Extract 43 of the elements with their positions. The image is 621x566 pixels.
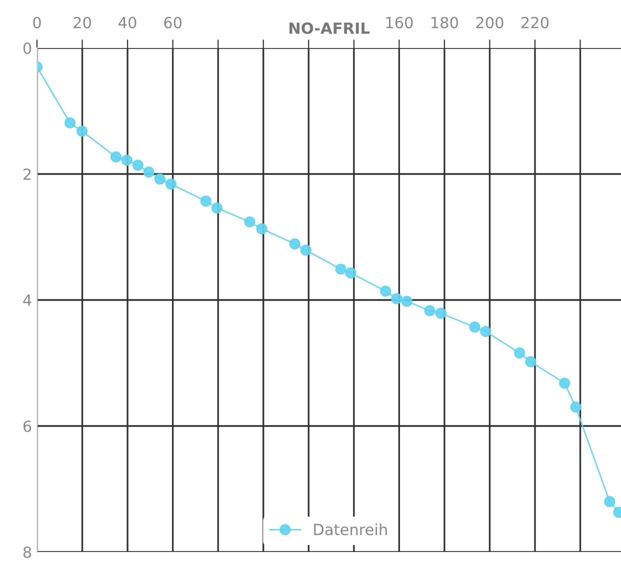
x-tick-label: 160	[386, 16, 413, 28]
point	[76, 126, 88, 137]
y-tick-label: 8	[23, 546, 32, 558]
x-tick-label: 60	[164, 16, 182, 28]
y-tick-label: 2	[24, 168, 31, 180]
point	[514, 347, 526, 358]
point	[132, 160, 144, 171]
x-tick-label: 20	[74, 16, 91, 28]
x-tick-label: 40	[118, 16, 136, 28]
y-tick-label: 4	[23, 294, 32, 306]
y-tick-label: 6	[23, 420, 32, 432]
point	[469, 322, 480, 333]
point	[525, 356, 536, 368]
point	[380, 286, 392, 297]
point	[559, 378, 570, 389]
x-tick-label: 180	[432, 16, 458, 28]
point	[391, 293, 402, 304]
point	[345, 267, 356, 278]
point	[154, 173, 166, 185]
y-tick-label: 0	[23, 42, 32, 54]
x-tick-label: 200	[476, 16, 504, 28]
point	[256, 223, 268, 234]
point	[289, 238, 300, 250]
point	[570, 402, 582, 413]
point	[165, 178, 177, 190]
point	[64, 117, 76, 129]
point	[200, 196, 212, 207]
point	[335, 264, 346, 275]
point	[300, 244, 312, 256]
x-tick-label: 220	[522, 16, 549, 28]
point	[424, 305, 436, 316]
point	[121, 154, 132, 166]
point	[435, 308, 446, 319]
point	[211, 202, 223, 214]
chart-title: NO-AFRIL	[289, 22, 370, 34]
point	[143, 166, 154, 178]
legend-label: Datenreih	[314, 523, 387, 536]
point	[401, 296, 412, 307]
x-tick-label: 0	[33, 16, 41, 28]
point	[244, 216, 256, 228]
point	[480, 326, 492, 338]
point	[604, 496, 616, 508]
point	[110, 151, 122, 163]
